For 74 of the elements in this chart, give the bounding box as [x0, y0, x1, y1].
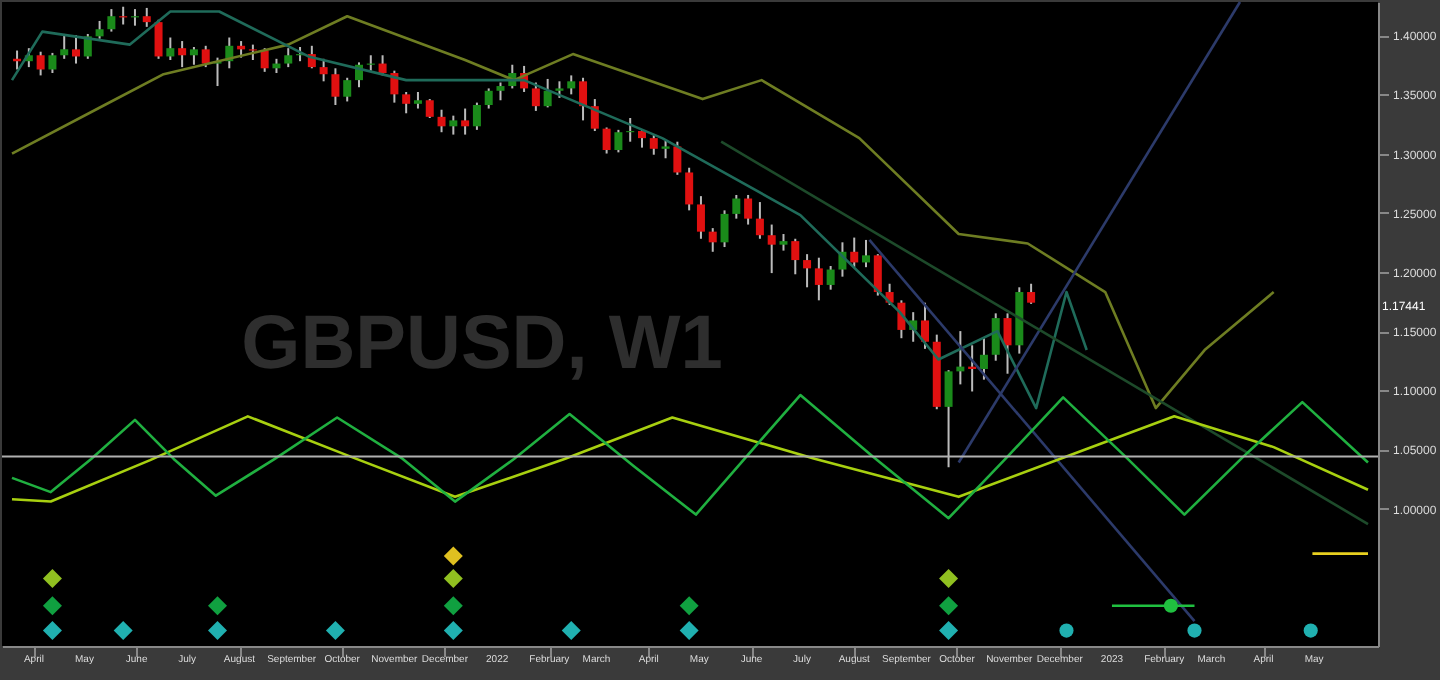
candlestick [673, 140, 682, 176]
candlestick [873, 253, 882, 297]
candlestick [826, 264, 835, 291]
point [1303, 623, 1318, 638]
point [1187, 623, 1202, 638]
candlestick [567, 74, 576, 96]
point [939, 621, 959, 641]
candlestick [850, 236, 859, 269]
point [113, 621, 133, 641]
point [443, 621, 463, 641]
candlestick [461, 107, 470, 136]
point [42, 621, 62, 641]
point [42, 596, 62, 616]
point [561, 621, 581, 641]
point [679, 596, 699, 616]
point [208, 596, 227, 616]
point [1163, 598, 1178, 613]
candlestick [260, 47, 269, 73]
candlestick [744, 193, 753, 226]
candlestick [107, 8, 116, 33]
candlestick [685, 166, 694, 212]
candlestick [48, 51, 57, 75]
line-series [10, 10, 1088, 410]
candlestick [579, 76, 588, 122]
candlestick [72, 34, 81, 65]
candlestick [142, 6, 151, 28]
line-series [10, 393, 1370, 520]
candlestick [708, 227, 717, 253]
candlestick [814, 256, 823, 302]
candlestick [166, 36, 175, 62]
candlestick [425, 98, 434, 120]
candlestick [732, 193, 741, 220]
candlestick [201, 44, 210, 69]
candlestick [649, 133, 658, 156]
candlestick [331, 67, 340, 106]
line-series [10, 415, 1370, 503]
candlestick [614, 128, 623, 154]
candlestick [920, 301, 929, 350]
candlestick [178, 40, 187, 69]
point [939, 569, 959, 589]
point [679, 621, 699, 641]
candlestick [60, 32, 69, 60]
candlestick [1003, 312, 1012, 375]
candlestick [343, 76, 352, 103]
line-series [10, 14, 1275, 410]
candlestick [791, 237, 800, 276]
point [939, 596, 959, 616]
point [443, 596, 463, 616]
candlestick [803, 253, 812, 289]
candlestick [602, 126, 611, 155]
candlestick [696, 195, 705, 240]
candlestick [1027, 282, 1036, 305]
point [443, 546, 463, 566]
candlestick [755, 201, 764, 240]
candlestick [437, 108, 446, 134]
candlestick [543, 77, 552, 109]
point [325, 621, 345, 641]
candlestick [402, 90, 411, 115]
candlestick [449, 114, 458, 136]
candlestick [472, 101, 481, 131]
point [1059, 623, 1074, 638]
candlestick [319, 57, 328, 83]
candlestick [862, 238, 871, 269]
point [208, 621, 227, 641]
point [443, 569, 463, 589]
candlestick [284, 47, 293, 69]
candlestick [979, 337, 988, 381]
point [42, 569, 62, 589]
candlestick [36, 50, 45, 77]
candlestick [767, 223, 776, 275]
candlestick [484, 87, 493, 110]
candlestick [531, 81, 540, 112]
candlestick [720, 209, 729, 249]
candlestick [991, 312, 1000, 362]
